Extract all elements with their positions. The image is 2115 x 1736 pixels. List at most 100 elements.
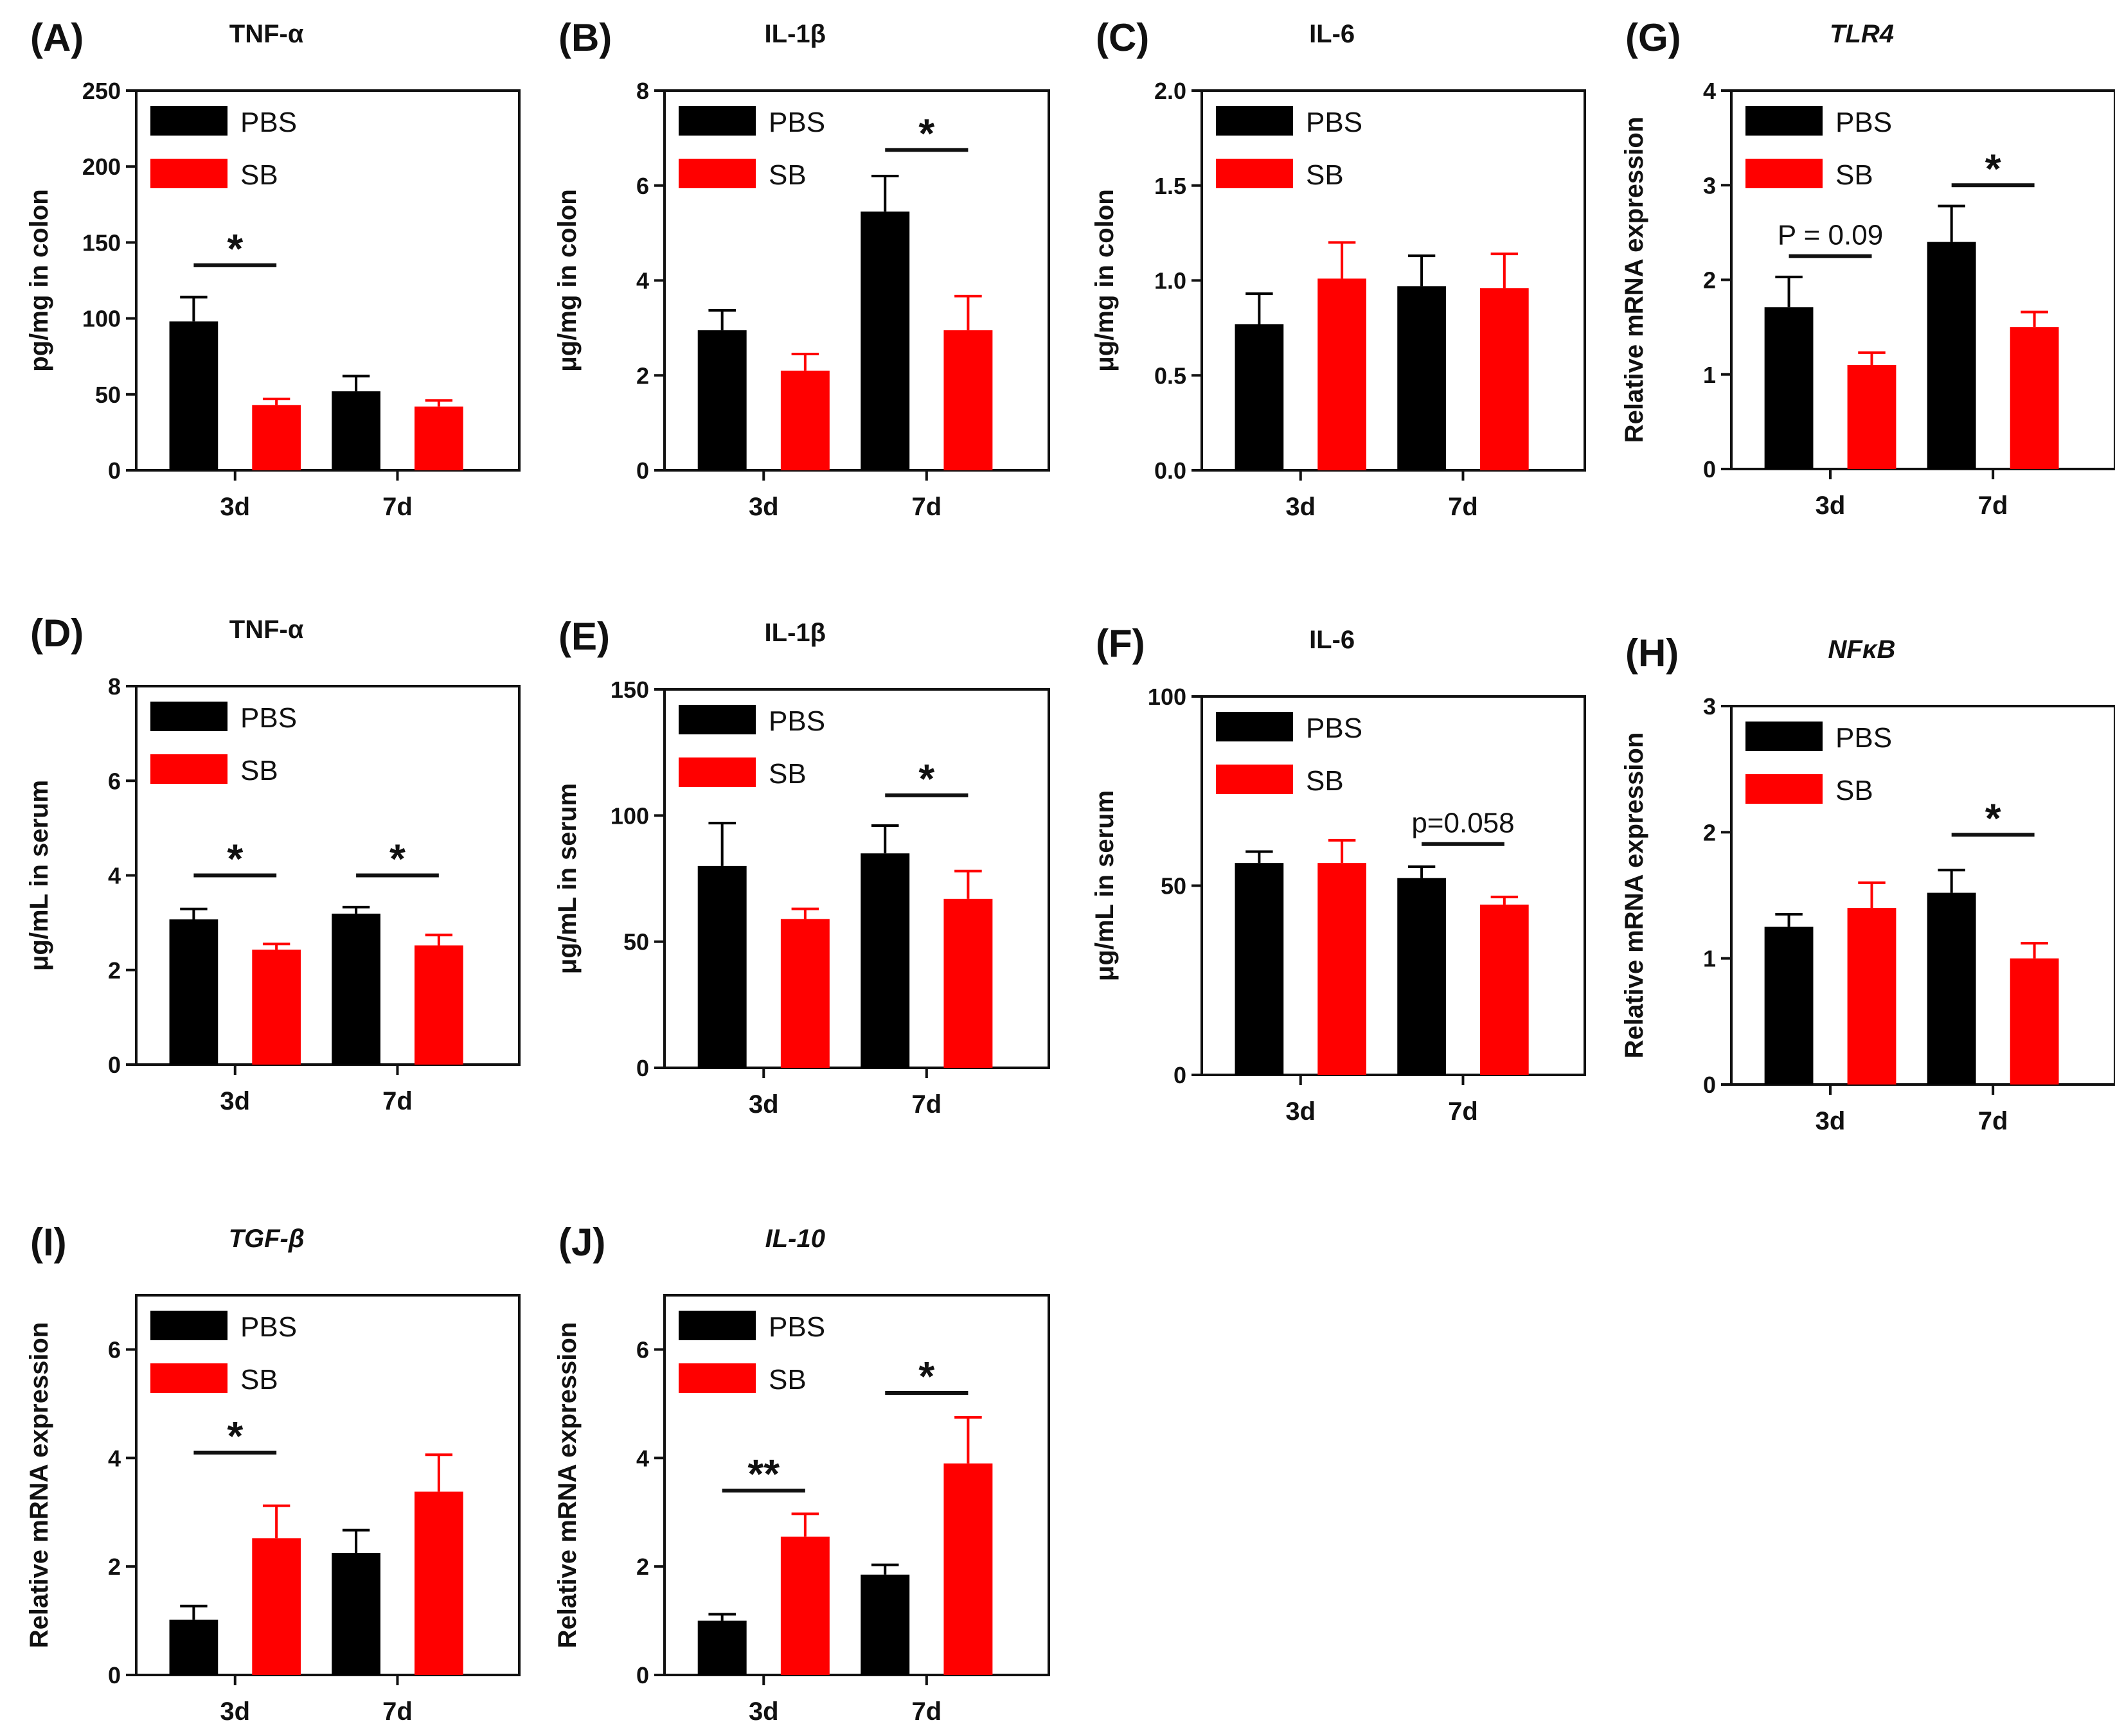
bar-pbs-3d bbox=[169, 919, 219, 1065]
chart-title: TGF-β bbox=[229, 1225, 305, 1253]
bar-pbs-3d bbox=[697, 865, 747, 1068]
x-tick-label: 3d bbox=[1816, 492, 1846, 520]
panel-label: (D) bbox=[30, 612, 84, 655]
y-tick-label: 6 bbox=[636, 173, 649, 199]
bar-sb-3d bbox=[1847, 365, 1896, 469]
legend-label-sb: SB bbox=[1835, 159, 1873, 191]
bar-pbs-7d bbox=[861, 211, 910, 470]
y-tick-label: 6 bbox=[108, 768, 121, 794]
bar-pbs-7d bbox=[1397, 878, 1446, 1075]
y-axis-label: μg/mg in colon bbox=[553, 189, 582, 371]
y-axis-label: μg/mL in serum bbox=[553, 783, 582, 974]
y-tick-label: 1.0 bbox=[1154, 268, 1186, 294]
legend-swatch-sb bbox=[150, 754, 228, 784]
panel-i: (I) TGF-β 0 2 4 6 Relative mRNA expression 3d 7d… bbox=[25, 1221, 521, 1726]
bar-sb-7d bbox=[414, 1491, 463, 1675]
chart-title: NFκB bbox=[1828, 635, 1896, 664]
significance-label: p=0.058 bbox=[1411, 808, 1514, 839]
significance-label: * bbox=[227, 836, 243, 882]
bar-pbs-7d bbox=[1927, 892, 1976, 1085]
bar-sb-3d bbox=[252, 405, 301, 470]
y-tick-label: 0 bbox=[636, 1055, 649, 1081]
bar-pbs-3d bbox=[169, 1619, 219, 1675]
y-tick-label: 250 bbox=[82, 78, 121, 104]
y-axis-label: μg/mL in serum bbox=[1091, 790, 1119, 981]
x-tick-label: 7d bbox=[1978, 1107, 2008, 1135]
panel-f: (F) IL-6 0 50 100 μg/mL in serum 3d 7d PBS SB p=0.… bbox=[1091, 622, 1586, 1126]
bar-sb-7d bbox=[414, 945, 463, 1065]
legend-swatch-sb bbox=[679, 159, 756, 188]
y-tick-label: 4 bbox=[1703, 78, 1716, 104]
legend-swatch-pbs bbox=[1745, 722, 1823, 751]
y-tick-label: 6 bbox=[108, 1336, 121, 1363]
significance-label: ** bbox=[747, 1451, 780, 1497]
legend-swatch-sb bbox=[150, 1363, 228, 1393]
legend-swatch-sb bbox=[1216, 159, 1293, 188]
y-tick-label: 0 bbox=[1703, 456, 1716, 483]
bar-pbs-3d bbox=[697, 330, 747, 470]
legend-label-sb: SB bbox=[769, 758, 807, 790]
legend-swatch-sb bbox=[679, 1363, 756, 1393]
y-tick-label: 0 bbox=[108, 457, 121, 484]
legend-label-sb: SB bbox=[769, 159, 807, 191]
panel-label: (C) bbox=[1096, 16, 1149, 59]
legend-label-pbs: PBS bbox=[1306, 713, 1362, 744]
y-tick-label: 2 bbox=[636, 1554, 649, 1580]
y-tick-label: 1 bbox=[1703, 362, 1716, 388]
y-tick-label: 4 bbox=[636, 268, 649, 294]
y-tick-label: 4 bbox=[108, 1445, 121, 1471]
legend-label-pbs: PBS bbox=[769, 1311, 825, 1343]
chart-title: IL-1β bbox=[765, 619, 826, 647]
plot-frame bbox=[135, 89, 521, 472]
bar-pbs-3d bbox=[1764, 307, 1814, 469]
panel-j: (J) IL-10 0 2 4 6 Relative mRNA expression 3d 7d… bbox=[553, 1221, 1050, 1726]
legend-label-pbs: PBS bbox=[1835, 107, 1892, 138]
x-tick-label: 3d bbox=[220, 1697, 250, 1726]
y-tick-label: 4 bbox=[108, 863, 121, 889]
panel-b: (B) IL-1β 0 2 4 6 8 μg/mg in colon 3d 7d PBS SB * bbox=[553, 16, 1050, 521]
y-tick-label: 2 bbox=[108, 957, 121, 984]
legend-label-pbs: PBS bbox=[1835, 722, 1892, 754]
bar-sb-3d bbox=[1317, 278, 1366, 470]
legend-swatch-sb bbox=[150, 159, 228, 188]
x-tick-label: 3d bbox=[1285, 1097, 1316, 1126]
y-axis-label: μg/mg in colon bbox=[1091, 189, 1119, 371]
y-tick-label: 50 bbox=[95, 382, 121, 408]
bar-pbs-3d bbox=[169, 321, 219, 470]
y-tick-label: 2 bbox=[1703, 267, 1716, 294]
legend-label-pbs: PBS bbox=[769, 107, 825, 138]
y-tick-label: 1 bbox=[1703, 946, 1716, 972]
chart-title: IL-1β bbox=[765, 20, 826, 48]
legend-swatch-pbs bbox=[150, 702, 228, 731]
x-tick-label: 3d bbox=[220, 493, 250, 521]
plot-frame bbox=[135, 1294, 521, 1676]
bar-pbs-3d bbox=[697, 1620, 747, 1675]
bar-sb-3d bbox=[780, 1536, 830, 1675]
legend-swatch-sb bbox=[1745, 774, 1823, 804]
y-tick-label: 0.0 bbox=[1154, 457, 1186, 484]
chart-title: TNF-α bbox=[229, 20, 304, 48]
bar-pbs-7d bbox=[332, 391, 380, 470]
legend-label-sb: SB bbox=[769, 1364, 807, 1395]
chart-title: IL-10 bbox=[765, 1225, 825, 1253]
significance-label: * bbox=[918, 110, 934, 156]
panel-label: (E) bbox=[558, 615, 610, 658]
plot-frame bbox=[663, 688, 1050, 1069]
x-tick-label: 7d bbox=[382, 493, 413, 521]
bar-pbs-7d bbox=[332, 1553, 380, 1675]
y-tick-label: 4 bbox=[636, 1445, 649, 1471]
y-tick-label: 8 bbox=[636, 78, 649, 104]
significance-label: * bbox=[389, 836, 406, 882]
panel-label: (J) bbox=[558, 1221, 605, 1264]
legend-swatch-pbs bbox=[679, 1311, 756, 1340]
x-tick-label: 7d bbox=[911, 493, 941, 521]
panel-label: (F) bbox=[1096, 622, 1145, 665]
y-tick-label: 1.5 bbox=[1154, 173, 1186, 199]
legend-label-sb: SB bbox=[240, 1364, 278, 1395]
bar-sb-3d bbox=[780, 370, 830, 470]
chart-title: IL-6 bbox=[1309, 20, 1355, 48]
panel-label: (H) bbox=[1625, 632, 1679, 675]
y-tick-label: 200 bbox=[82, 154, 121, 180]
y-tick-label: 3 bbox=[1703, 693, 1716, 720]
